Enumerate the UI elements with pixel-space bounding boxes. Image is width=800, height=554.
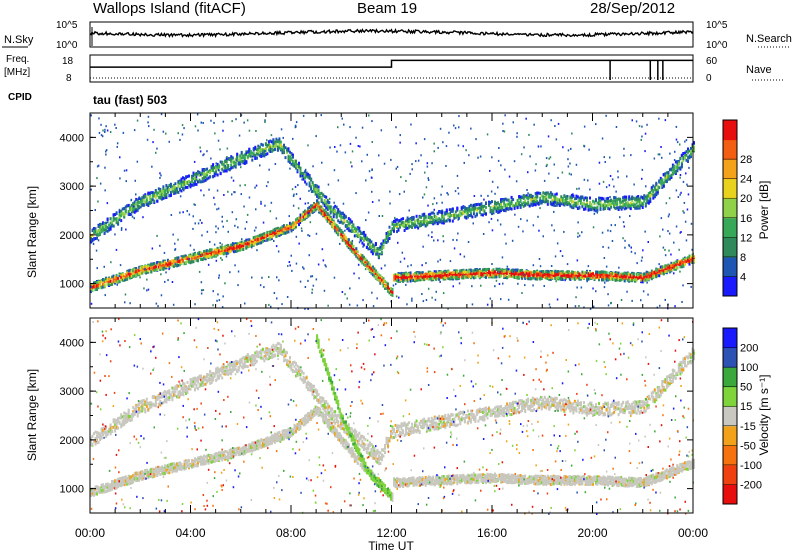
x-tick-label: 00:00 (75, 526, 105, 540)
y-tick-label: 2000 (60, 435, 84, 447)
colorbar-segment (723, 139, 737, 160)
velocity-axes: 1000 2000 3000 4000 (60, 317, 694, 514)
colorbar-tick-label: -200 (740, 479, 762, 491)
colorbar-segment (723, 367, 737, 388)
colorbar-segment (723, 425, 737, 446)
freq-panel-frame (89, 54, 694, 83)
freq-tick-top: 18 (62, 56, 74, 67)
x-tick-label: 08:00 (276, 526, 306, 540)
x-tick-label: 12:00 (376, 526, 406, 540)
y-tick-label: 2000 (60, 230, 84, 242)
colorbar-segment (723, 464, 737, 485)
y-tick-label: 3000 (60, 386, 84, 398)
colorbar-tick-label: -15 (740, 421, 756, 433)
y-tick-label: 3000 (60, 181, 84, 193)
time-axis-ticks: 00:00 04:00 08:00 12:00 16:00 20:00 00:00 (75, 526, 708, 540)
x-tick-label: 16:00 (477, 526, 507, 540)
colorbar-tick-label: 24 (740, 174, 752, 186)
noise-right-tick-top: 10^5 (706, 20, 728, 31)
y-tick-label: 1000 (60, 279, 84, 291)
cpid-label: CPID (8, 92, 32, 103)
date-title: 28/Sep/2012 (590, 0, 675, 17)
noise-left-tick-top: 10^5 (56, 20, 78, 31)
nave-tick-top: 60 (706, 56, 718, 67)
colorbar-segment (723, 406, 737, 427)
colorbar-segment (723, 328, 737, 349)
colorbar-segment (723, 276, 737, 297)
colorbar-segment (723, 120, 737, 141)
velocity-colorbar-label: Velocity [m s⁻¹] (757, 374, 771, 455)
colorbar-segment (723, 445, 737, 466)
colorbar-tick-label: 100 (740, 362, 758, 374)
power-ylabel: Slant Range [km] (25, 186, 39, 278)
freq-label: Freq. (6, 54, 29, 65)
colorbar-tick-label: 12 (740, 232, 752, 244)
colorbar-tick-label: 28 (740, 154, 752, 166)
velocity-heatmap (90, 318, 695, 515)
power-heatmap (90, 113, 695, 310)
x-tick-label: 04:00 (175, 526, 205, 540)
freq-tick-bottom: 8 (66, 73, 72, 84)
colorbar-frame (722, 327, 738, 505)
colorbar-tick-label: 200 (740, 343, 758, 355)
velocity-colorbar: 200 100 50 15 -15 -50 -100 -200 (722, 327, 762, 505)
x-tick-label: 00:00 (678, 526, 708, 540)
noise-trace (89, 27, 694, 46)
y-tick-label: 4000 (60, 132, 84, 144)
power-axes: 1000 2000 3000 4000 (60, 112, 694, 309)
colorbar-segment (723, 386, 737, 407)
colorbar-tick-label: 50 (740, 382, 752, 394)
colorbar-segment (723, 178, 737, 199)
power-colorbar-label: Power [dB] (757, 181, 771, 240)
y-tick-label: 1000 (60, 484, 84, 496)
colorbar-tick-label: -50 (740, 440, 756, 452)
velocity-ylabel: Slant Range [km] (25, 369, 39, 461)
colorbar-segment (723, 484, 737, 505)
noise-sky-line (89, 27, 694, 39)
colorbar-segment (723, 256, 737, 277)
noise-right-label: N.Search (746, 33, 792, 45)
colorbar-tick-label: 20 (740, 193, 752, 205)
nave-label: Nave (746, 64, 772, 76)
colorbar-frame (722, 119, 738, 297)
power-colorbar: 4 8 12 16 20 24 28 (722, 119, 752, 297)
y-tick-label: 4000 (60, 337, 84, 349)
mode-text: tau (fast) 503 (93, 93, 167, 107)
noise-left-label: N.Sky (4, 34, 34, 46)
station-title: Wallops Island (fitACF) (93, 0, 246, 17)
freq-line (90, 59, 693, 68)
x-tick-label: 20:00 (577, 526, 607, 540)
noise-left-tick-bottom: 10^0 (56, 40, 78, 51)
colorbar-segment (723, 159, 737, 180)
noise-right-tick-bottom: 10^0 (706, 40, 728, 51)
colorbar-tick-label: 8 (740, 252, 746, 264)
beam-title: Beam 19 (357, 0, 417, 17)
freq-unit-label: [MHz] (4, 67, 30, 78)
freq-trace (90, 59, 693, 80)
colorbar-tick-label: -100 (740, 460, 762, 472)
colorbar-segment (723, 217, 737, 238)
colorbar-segment (723, 347, 737, 368)
colorbar-tick-label: 15 (740, 401, 752, 413)
colorbar-tick-label: 16 (740, 213, 752, 225)
colorbar-segment (723, 198, 737, 219)
colorbar-segment (723, 237, 737, 258)
x-axis-label: Time UT (368, 539, 414, 553)
colorbar-tick-label: 4 (740, 271, 746, 283)
nave-tick-bottom: 0 (706, 73, 712, 84)
